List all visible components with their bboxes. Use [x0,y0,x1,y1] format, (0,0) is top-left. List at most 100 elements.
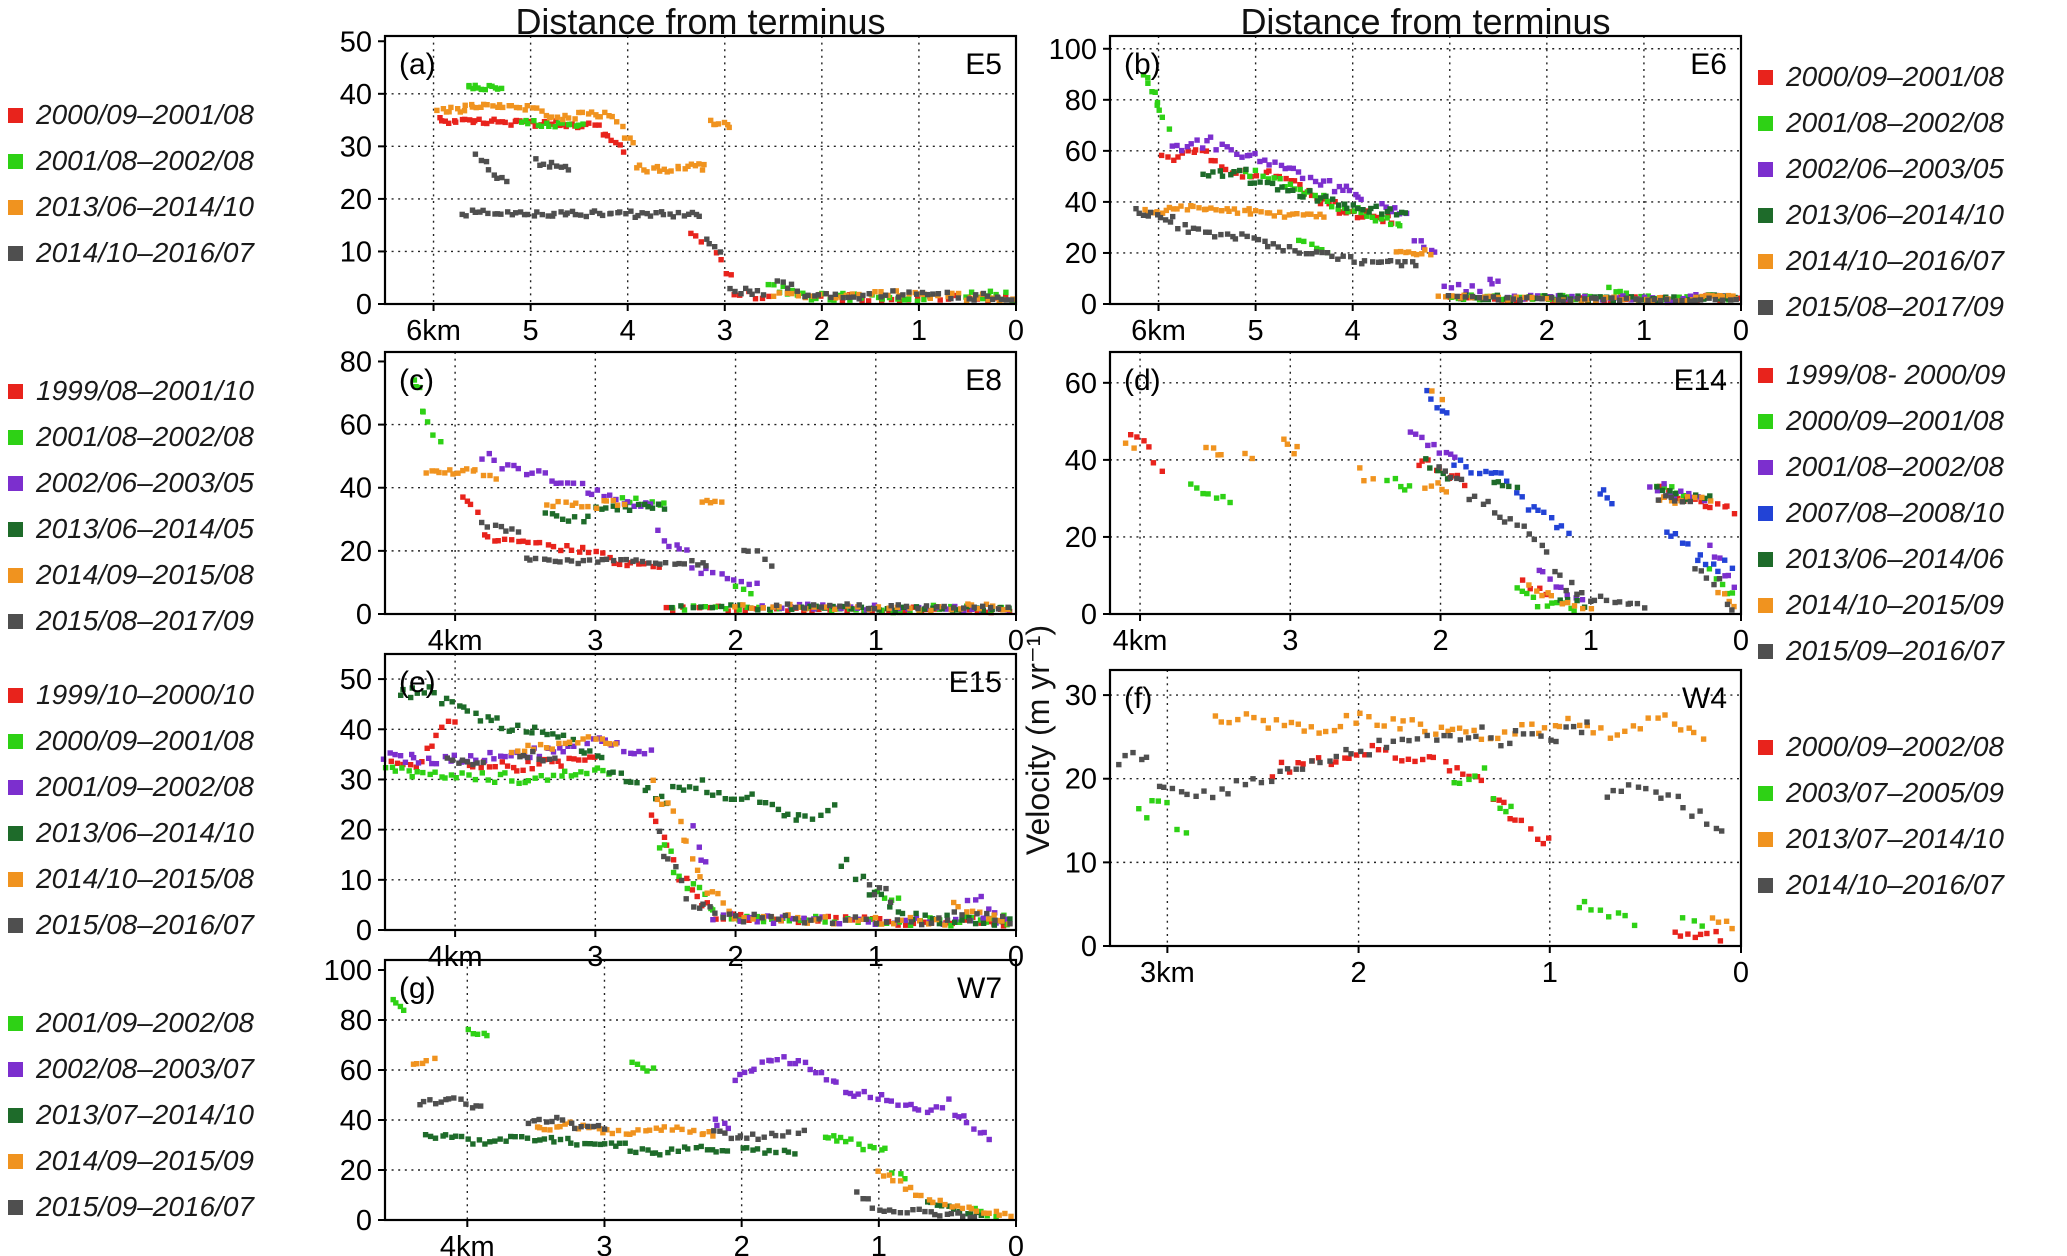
y-tick-label: 60 [340,410,372,442]
legend-label: 2013/06–2014/10 [36,191,254,222]
legend-item: 2013/07–2014/10 [1758,816,2004,862]
x-tick-label: 4km [428,941,483,973]
y-tick-label: 60 [340,1055,372,1087]
legend-label: 2002/08–2003/07 [36,1053,254,1084]
legend-item: 1999/08- 2000/09 [1758,352,2006,398]
legend-item: 2013/06–2014/05 [8,506,254,552]
station-label: W7 [957,972,1002,1005]
legend-label: 1999/08- 2000/09 [1786,359,2006,390]
legend-e15: 1999/10–2000/10 2000/09–2001/08 2001/09–20… [8,672,254,948]
legend-swatch [8,779,23,795]
legend-item: 2013/06–2014/10 [1758,192,2004,238]
series-points [1269,742,1724,944]
y-tick-label: 80 [340,346,372,378]
x-tick-label: 1 [911,315,927,347]
series-points [1200,166,1738,304]
plot-frame [383,958,1018,1222]
panel-letter: (a) [399,48,436,81]
x-tick-label: 4km [1113,625,1168,657]
x-tick-label: 0 [1008,1231,1024,1256]
legend-swatch [8,429,23,445]
y-tick-label: 40 [340,79,372,111]
legend-swatch [1758,413,1773,429]
series-points [712,1054,992,1143]
legend-item: 2002/06–2003/05 [1758,146,2004,192]
plot-frame [1108,350,1743,616]
x-tick-label: 3 [1442,315,1458,347]
legend-label: 2014/09–2015/09 [36,1145,254,1176]
legend-label: 2001/09–2002/08 [36,1007,254,1038]
legend-item: 2013/06–2014/06 [1758,536,2006,582]
legend-item: 1999/08–2001/10 [8,368,254,414]
x-tick-label: 3km [1140,957,1195,989]
legend-label: 2014/10–2016/07 [1786,245,2004,276]
station-label: E14 [1674,364,1727,397]
series-points [1212,710,1735,932]
legend-label: 2013/06–2014/10 [36,817,254,848]
legend-item: 2000/09–2001/08 [8,718,254,764]
x-tick-label: 4km [428,625,483,657]
legend-item: 2013/06–2014/10 [8,810,254,856]
legend-item: 2013/07–2014/10 [8,1092,254,1138]
legend-swatch [8,153,23,169]
x-tick-label: 2 [1539,315,1555,347]
y-tick-label: 40 [340,473,372,505]
legend-item: 2014/09–2015/09 [8,1138,254,1184]
legend-label: 2001/08–2002/08 [36,421,254,452]
legend-swatch [8,521,23,537]
y-tick-label: 20 [340,536,372,568]
legend-swatch [1758,551,1773,567]
legend-swatch [1758,115,1773,131]
x-tick-label: 2 [814,315,830,347]
station-label: E8 [965,364,1002,397]
legend-swatch [1758,877,1773,893]
legend-item: 2014/10–2016/07 [1758,862,2004,908]
series-points [411,377,1012,616]
legend-swatch [8,567,23,583]
legend-label: 2013/06–2014/05 [36,513,254,544]
legend-item: 2003/07–2005/09 [1758,770,2004,816]
plot-frame [383,652,1018,932]
y-tick-label: 0 [356,599,372,631]
x-tick-label: 0 [1008,941,1024,973]
legend-label: 1999/08–2001/10 [36,375,254,406]
legend-w4: 2000/09–2002/08 2003/07–2005/09 2013/07–20… [1758,724,2004,908]
series-points [388,718,1011,929]
y-tick-label: 40 [1065,445,1097,477]
legend-label: 2000/09–2002/08 [1786,731,2004,762]
legend-item: 2001/08–2002/08 [8,138,254,184]
legend-item: 2014/10–2016/07 [8,230,254,276]
y-tick-label: 80 [340,1005,372,1037]
x-tick-label: 1 [868,625,884,657]
x-tick-label: 2 [734,1231,750,1256]
series-points [1436,464,1735,613]
x-tick-label: 1 [871,1231,887,1256]
legend-item: 2007/08–2008/10 [1758,490,2006,536]
legend-swatch [1758,459,1773,475]
station-label: E6 [1690,48,1727,81]
legend-label: 2015/08–2017/09 [36,605,254,636]
y-tick-label: 20 [340,815,372,847]
legend-swatch [1758,739,1773,755]
legend-label: 2015/08–2017/09 [1786,291,2004,322]
legend-label: 2014/10–2016/07 [36,237,254,268]
legend-swatch [8,1107,23,1123]
station-label: W4 [1682,682,1727,715]
panel-c: 4km 3 2 1 0 0 20 40 60 80 (c) E8 [340,346,1024,657]
legend-swatch [1758,253,1773,269]
series-points [1140,72,1737,303]
legend-swatch [1758,831,1773,847]
legend-label: 2002/06–2003/05 [1786,153,2004,184]
legend-e5: 2000/09–2001/08 2001/08–2002/08 2013/06–20… [8,92,254,276]
legend-label: 2015/09–2016/07 [1786,635,2004,666]
legend-e6: 2000/09–2001/08 2001/08–2002/08 2002/06–20… [1758,54,2004,330]
series-points [1424,387,1736,575]
legend-swatch [8,1199,23,1215]
legend-swatch [8,733,23,749]
series-points [417,1095,978,1221]
series-points [444,748,1013,928]
